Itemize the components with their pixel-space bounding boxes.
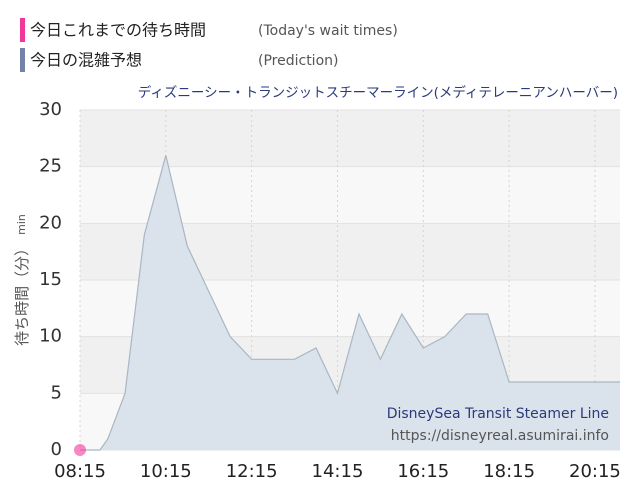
data-point [74, 444, 86, 456]
x-tick-label: 18:15 [483, 461, 535, 482]
legend-swatch [20, 48, 25, 72]
x-tick-label: 20:15 [569, 461, 621, 482]
prediction-area [80, 155, 620, 451]
x-tick-label: 12:15 [226, 461, 278, 482]
x-tick-label: 14:15 [312, 461, 364, 482]
prediction-line [80, 155, 620, 451]
chart-title: ディズニーシー・トランジットスチーマーライン(メディテレーニアンハーバー) [138, 84, 618, 101]
y-tick-label: 20 [39, 212, 62, 233]
y-axis-unit: min [15, 214, 28, 235]
annotation: https://disneyreal.asumirai.info [391, 428, 609, 444]
y-axis-label: 待ち時間（分） min [13, 214, 31, 346]
legend-label-en: (Today's wait times) [258, 23, 398, 39]
x-tick-label: 16:15 [397, 461, 449, 482]
y-tick-label: 0 [51, 439, 62, 460]
y-axis-title: 待ち時間（分） [13, 241, 31, 346]
legend-swatch [20, 18, 25, 42]
plot-band [80, 110, 620, 167]
y-tick-label: 5 [51, 382, 62, 403]
legend-label: 今日これまでの待ち時間 [30, 21, 206, 40]
y-tick-label: 25 [39, 156, 62, 177]
legend-label-en: (Prediction) [258, 53, 338, 69]
y-tick-label: 30 [39, 99, 62, 120]
plot-area: 0 5 10 15 20 25 30 08:15 10:15 12:15 14:15 16:15 18:… [39, 99, 621, 482]
legend-label: 今日の混雑予想 [30, 51, 142, 70]
x-tick-label: 10:15 [140, 461, 192, 482]
annotation: DisneySea Transit Steamer Line [387, 406, 609, 422]
x-tick-label: 08:15 [54, 461, 106, 482]
y-tick-label: 15 [39, 269, 62, 290]
y-tick-label: 10 [39, 326, 62, 347]
